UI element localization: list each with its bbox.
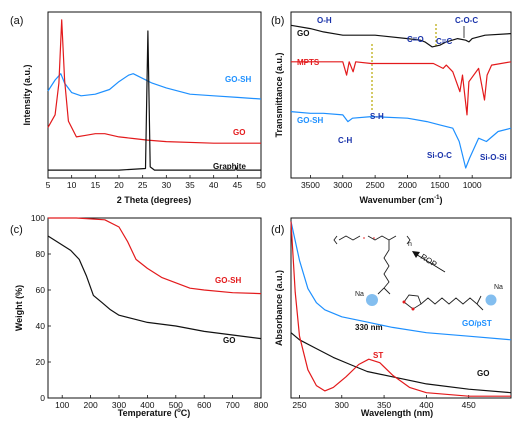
peak-330-label: 330 nm: [355, 323, 383, 332]
panel-b-xlabel: Wavenumber (cm-1): [359, 195, 442, 205]
panel-c-ytick-label: 20: [36, 357, 46, 367]
panel-b-label: (b): [271, 15, 284, 27]
panel-a-xtick-label: 25: [138, 180, 148, 190]
panel-d-label: (d): [271, 224, 284, 236]
panel-c-xtick-label: 100: [55, 400, 69, 410]
anno-siosi: Si-O-Si: [480, 153, 507, 162]
panel-c-xtick-label: 800: [254, 400, 268, 410]
legend-d-go: GO: [477, 369, 489, 378]
anno-ch: C-H: [338, 136, 352, 145]
panel-c-ylabel: Weight (%): [14, 285, 24, 331]
panel-a-xtick-label: 30: [162, 180, 172, 190]
legend-d-gopst: GO/pST: [462, 319, 492, 328]
panel-d-xtick-label: 250: [292, 400, 306, 410]
panel-a-xtick-label: 10: [67, 180, 77, 190]
panel-a-xtick-label: 15: [91, 180, 101, 190]
panel-a-xtick-label: 20: [114, 180, 124, 190]
panel-d-ylabel: Absorbance (a.u.): [274, 270, 284, 346]
panel-c-ytick-label: 0: [40, 393, 45, 403]
panel-d-xtick-label: 300: [335, 400, 349, 410]
panel-c-xtick-label: 300: [112, 400, 126, 410]
panel-b-xtick-label: 1000: [463, 180, 482, 190]
panel-c: (c) Temperature (oC) Weight (%) 100 200 30…: [10, 213, 268, 418]
panel-c-frame: [48, 218, 261, 398]
panel-b-xtick-label: 3000: [333, 180, 352, 190]
panel-c-ytick-label: 80: [36, 249, 46, 259]
panel-a-label: (a): [10, 15, 23, 27]
panel-a-xlabel: 2 Theta (degrees): [117, 195, 192, 205]
series-b-go-sh: [291, 112, 511, 168]
panel-c-xtick-label: 700: [226, 400, 240, 410]
polymer-n-label: n: [408, 241, 412, 248]
panel-b-ylabel: Transmittance (a.u.): [274, 52, 284, 137]
panel-a-xtick-label: 45: [233, 180, 243, 190]
panel-c-xtick-label: 200: [84, 400, 98, 410]
panel-c-label: (c): [10, 224, 23, 236]
panel-d-xtick-label: 400: [419, 400, 433, 410]
legend-c-go: GO: [223, 336, 235, 345]
panel-b-xtick-label: 3500: [301, 180, 320, 190]
panel-d-xtick-label: 450: [462, 400, 476, 410]
panel-c-xtick-label: 400: [140, 400, 154, 410]
legend-d-st: ST: [373, 351, 383, 360]
panel-c-xtick-label: 600: [197, 400, 211, 410]
panel-c-xtick-label: 500: [169, 400, 183, 410]
legend-a-graphite: Graphite: [213, 162, 246, 171]
panel-a-xtick-label: 40: [209, 180, 219, 190]
panel-d-xtick-label: 350: [377, 400, 391, 410]
legend-b-gosh: GO-SH: [297, 116, 323, 125]
panel-b-xtick-label: 2500: [366, 180, 385, 190]
anno-coc: C-O-C: [455, 16, 478, 25]
legend-b-go: GO: [297, 29, 309, 38]
anno-cc: C=C: [436, 37, 452, 46]
polymer-structure-icon: [334, 236, 410, 306]
legend-a-gosh: GO-SH: [225, 75, 251, 84]
panel-c-ytick-label: 100: [31, 213, 45, 223]
panel-a-xtick-label: 5: [46, 180, 51, 190]
anno-sioc: Si-O-C: [427, 151, 452, 160]
anno-co: C=O: [407, 35, 424, 44]
legend-b-mpts: MPTS: [297, 58, 320, 67]
panel-a-ylabel: Intensity (a.u.): [22, 64, 32, 125]
panel-c-ytick-label: 40: [36, 321, 46, 331]
panel-a: (a) 2 Theta (degrees) Intensity (a.u.) 5…: [10, 12, 266, 205]
panel-b: (b) Wavenumber (cm-1) Transmittance (a.u…: [271, 12, 511, 205]
series-b-go: [291, 25, 511, 47]
polymer-na-label: Na: [355, 291, 364, 298]
rop-arrowhead: [412, 251, 420, 258]
anno-oh: O-H: [317, 16, 332, 25]
series-a-graphite: [48, 31, 261, 170]
monomer-structure-icon: [403, 295, 497, 311]
legend-a-go: GO: [233, 128, 245, 137]
series-c-go: [48, 236, 261, 339]
panel-b-xtick-label: 1500: [430, 180, 449, 190]
panel-d: (d) Wavelength (nm) Absorbance (a.u.) 25…: [271, 218, 511, 418]
anno-sh: S-H: [370, 112, 384, 121]
legend-c-gosh: GO-SH: [215, 276, 241, 285]
series-d-go: [291, 333, 511, 393]
panel-c-ytick-label: 60: [36, 285, 46, 295]
monomer-na-label: Na: [494, 284, 503, 291]
panel-b-xtick-label: 2000: [398, 180, 417, 190]
panel-a-xtick-label: 50: [256, 180, 266, 190]
panel-a-xtick-label: 35: [185, 180, 195, 190]
series-b-mpts: [291, 62, 511, 115]
